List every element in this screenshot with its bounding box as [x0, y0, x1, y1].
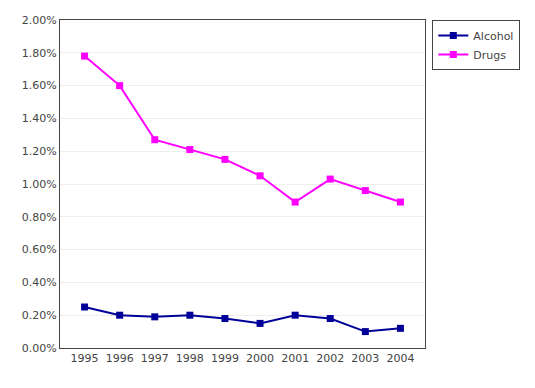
svg-text:2002: 2002 [316, 352, 344, 365]
svg-text:2000: 2000 [246, 352, 274, 365]
svg-text:Alcohol: Alcohol [473, 30, 513, 43]
svg-text:0.40%: 0.40% [22, 276, 57, 289]
svg-text:1998: 1998 [176, 352, 204, 365]
svg-text:1999: 1999 [211, 352, 239, 365]
svg-text:1997: 1997 [141, 352, 169, 365]
svg-text:2004: 2004 [386, 352, 414, 365]
svg-text:1995: 1995 [71, 352, 99, 365]
svg-text:2001: 2001 [281, 352, 309, 365]
svg-text:0.00%: 0.00% [22, 342, 57, 355]
svg-text:1.20%: 1.20% [22, 145, 57, 158]
svg-text:0.60%: 0.60% [22, 243, 57, 256]
svg-text:1.80%: 1.80% [22, 47, 57, 60]
svg-text:2003: 2003 [351, 352, 379, 365]
svg-text:2.00%: 2.00% [22, 14, 57, 27]
svg-text:0.80%: 0.80% [22, 211, 57, 224]
svg-text:1996: 1996 [106, 352, 134, 365]
svg-text:1.00%: 1.00% [22, 178, 57, 191]
svg-text:Drugs: Drugs [473, 49, 506, 62]
svg-text:1.40%: 1.40% [22, 112, 57, 125]
svg-text:1.60%: 1.60% [22, 79, 57, 92]
svg-text:0.20%: 0.20% [22, 309, 57, 322]
